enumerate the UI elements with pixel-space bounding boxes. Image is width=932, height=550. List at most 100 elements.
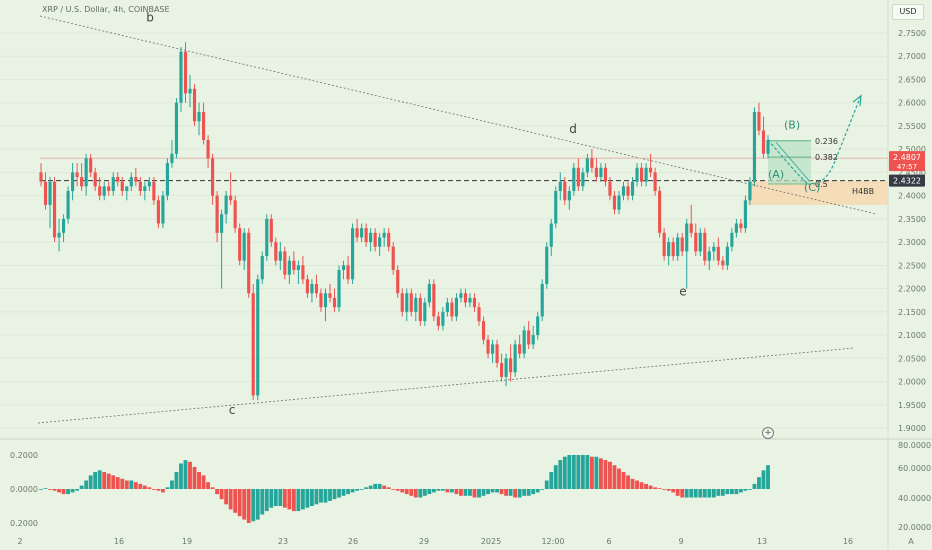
candle-body — [396, 270, 400, 294]
price-tick-label: 2.7000 — [898, 52, 926, 61]
candle-body — [463, 293, 468, 303]
oscillator-bar — [675, 489, 680, 496]
oscillator-bar — [355, 489, 360, 491]
candle-body — [590, 158, 594, 168]
oscillator-bar — [79, 485, 84, 489]
oscillator-bar — [599, 458, 603, 489]
oscillator-bar — [459, 489, 463, 496]
price-tick-label: 2.2000 — [898, 285, 926, 294]
oscillator-bar — [693, 489, 698, 498]
oscillator-bar — [454, 489, 459, 495]
candle-body — [220, 214, 224, 233]
candle-body — [283, 251, 287, 275]
oscillator-bar — [61, 489, 66, 495]
candle-body — [215, 195, 219, 233]
price-axis: 2.7500 2.7000 2.6500 2.6000 2.5500 2.5000 2.45… — [898, 29, 926, 433]
oscillator-bar — [282, 489, 287, 508]
add-plus-icon[interactable]: + — [762, 427, 774, 439]
oscillator-bar — [228, 489, 233, 510]
candle-body — [617, 195, 621, 210]
candle-body — [256, 279, 260, 396]
oscillator-bar — [504, 489, 509, 496]
candle-body — [409, 293, 413, 312]
candle-body — [757, 112, 761, 131]
candle-body — [138, 181, 142, 191]
oscillator-bar — [702, 489, 707, 498]
oscillator-bar — [66, 489, 71, 495]
oscillator-bar — [680, 489, 685, 498]
candle-body — [635, 167, 639, 182]
oscillator-bar — [165, 487, 170, 489]
candle-body — [129, 177, 133, 187]
candle-body — [418, 297, 422, 322]
current-price-badge — [889, 151, 925, 172]
time-tick-label: 9 — [678, 537, 683, 546]
currency-button[interactable]: USD — [892, 4, 924, 20]
oscillator-bar — [124, 480, 129, 489]
oscillator-bar — [725, 489, 730, 495]
candle-body — [626, 186, 630, 196]
price-tick-label: 2.6000 — [898, 99, 926, 108]
wave-label-b: b — [146, 10, 154, 24]
candle-body — [761, 130, 766, 154]
oscillator-bar — [436, 489, 441, 491]
candle-body — [382, 232, 386, 238]
candle-body — [563, 181, 567, 201]
candle-body — [102, 186, 106, 196]
projection-leg — [775, 141, 811, 182]
price-tick-label: 2.5000 — [898, 145, 926, 154]
candle-body — [387, 232, 391, 247]
oscillator-bar — [323, 489, 328, 503]
oscillator-bar — [612, 465, 617, 489]
candle-body — [147, 181, 151, 187]
candle-body — [504, 358, 508, 377]
candle-body — [251, 293, 255, 396]
candle-body — [48, 181, 52, 205]
oscillator-bar — [666, 489, 671, 491]
oscillator-bar — [52, 489, 57, 491]
candle-body — [301, 265, 305, 280]
projection-arrow-icon — [852, 94, 862, 107]
candle-body — [341, 265, 346, 270]
time-tick-label: 19 — [182, 537, 192, 546]
candle-body — [630, 181, 635, 196]
candle-body — [527, 330, 531, 345]
candle-body — [400, 293, 404, 312]
oscillator-bar — [310, 489, 314, 506]
oscillator-bar — [129, 480, 134, 489]
candle-body — [639, 167, 644, 182]
price-tick-label: 2.6500 — [898, 75, 926, 84]
oscillator-bar — [621, 472, 626, 489]
oscillator-bar — [219, 489, 224, 500]
price-tick-label: 2.3000 — [898, 238, 926, 247]
elliott-label: (A) — [768, 168, 784, 181]
candle-body — [39, 172, 43, 182]
candle-body — [71, 172, 75, 191]
annotations: b c d e (B) (A) (C) — [146, 10, 862, 417]
candle-body — [247, 232, 251, 294]
candle-body — [441, 311, 445, 326]
oscillator-bar — [738, 489, 743, 493]
oscillator-bar — [603, 460, 608, 489]
candle-body — [233, 200, 237, 229]
oscillator-bar — [296, 489, 301, 512]
oscillator-bar — [201, 475, 206, 489]
oscillator-bar — [373, 483, 378, 489]
candle-body — [594, 167, 598, 178]
oscillator-bar — [748, 489, 752, 490]
elliott-label: (C) — [804, 181, 820, 194]
candle-body — [179, 51, 183, 103]
oscillator-bar — [653, 487, 658, 489]
oscillator-bar — [481, 489, 486, 496]
candle-body — [725, 246, 729, 266]
oscillator-right-tick: 20.0000 — [898, 523, 931, 532]
candle-body — [612, 195, 617, 210]
oscillator-bar — [346, 489, 350, 495]
candle-body — [703, 232, 707, 261]
candle-body — [211, 158, 215, 196]
price-tick-label: 2.5500 — [898, 122, 926, 131]
candle-body — [599, 167, 603, 178]
oscillator-bar — [255, 489, 260, 520]
candle-body — [75, 172, 79, 178]
